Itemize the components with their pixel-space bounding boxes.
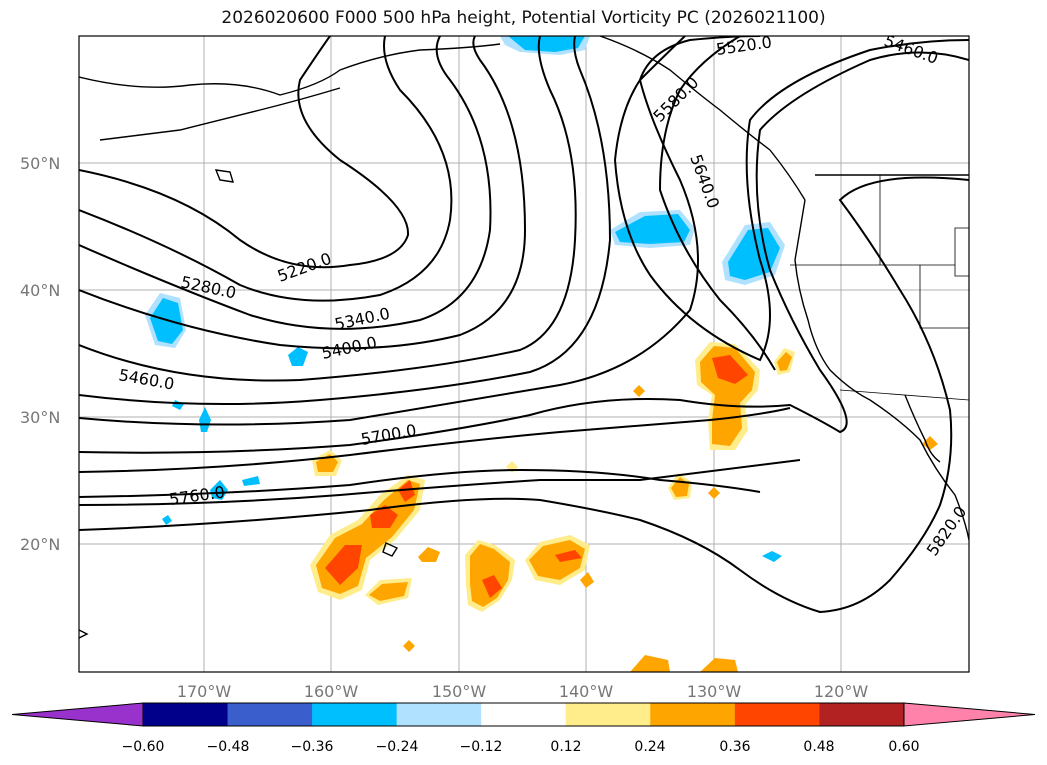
colorbar-ticks: −0.60 −0.48 −0.36 −0.24 −0.12 0.12 0.24 … bbox=[122, 739, 920, 755]
lon-label: 130°W bbox=[687, 682, 742, 701]
map-area[interactable] bbox=[79, 36, 969, 672]
colorbar-segment bbox=[734, 703, 820, 726]
colorbar-tick-label: 0.60 bbox=[888, 739, 919, 755]
colorbar-segment bbox=[903, 702, 1036, 727]
lon-label: 120°W bbox=[814, 682, 869, 701]
height-contours bbox=[79, 36, 969, 614]
map-frame bbox=[78, 35, 970, 673]
colorbar-tick-label: 0.12 bbox=[550, 739, 581, 755]
lon-label: 160°W bbox=[304, 682, 359, 701]
colorbar-segment bbox=[396, 703, 482, 726]
colorbar-segment bbox=[481, 703, 567, 726]
colorbar-tick-label: −0.48 bbox=[207, 739, 250, 755]
colorbar bbox=[11, 702, 1036, 727]
colorbar-segment bbox=[227, 703, 313, 726]
state-borders bbox=[790, 175, 969, 401]
lon-label: 150°W bbox=[432, 682, 487, 701]
colorbar-tick-label: 0.48 bbox=[803, 739, 834, 755]
lon-label: 140°W bbox=[559, 682, 614, 701]
colorbar-segment bbox=[143, 703, 229, 726]
colorbar-tick-label: −0.60 bbox=[122, 739, 165, 755]
colorbar-tick-label: 0.24 bbox=[634, 739, 665, 755]
colorbar-segment bbox=[819, 703, 905, 726]
colorbar-outline bbox=[142, 702, 905, 727]
colorbar-tick-label: 0.36 bbox=[719, 739, 750, 755]
colorbar-segment bbox=[650, 703, 736, 726]
lat-label: 50°N bbox=[20, 154, 60, 173]
lat-label: 40°N bbox=[20, 281, 60, 300]
colorbar-tick-label: −0.24 bbox=[376, 739, 419, 755]
colorbar-tick-label: −0.12 bbox=[460, 739, 503, 755]
colorbar-tick-label: −0.36 bbox=[291, 739, 334, 755]
lon-label: 170°W bbox=[177, 682, 232, 701]
colorbar-segment bbox=[565, 703, 651, 726]
colorbar-segment bbox=[312, 703, 398, 726]
lat-label: 30°N bbox=[20, 408, 60, 427]
lat-label: 20°N bbox=[20, 535, 60, 554]
map-title: 2026020600 F000 500 hPa height, Potentia… bbox=[221, 8, 826, 28]
colorbar-segment bbox=[11, 702, 144, 727]
